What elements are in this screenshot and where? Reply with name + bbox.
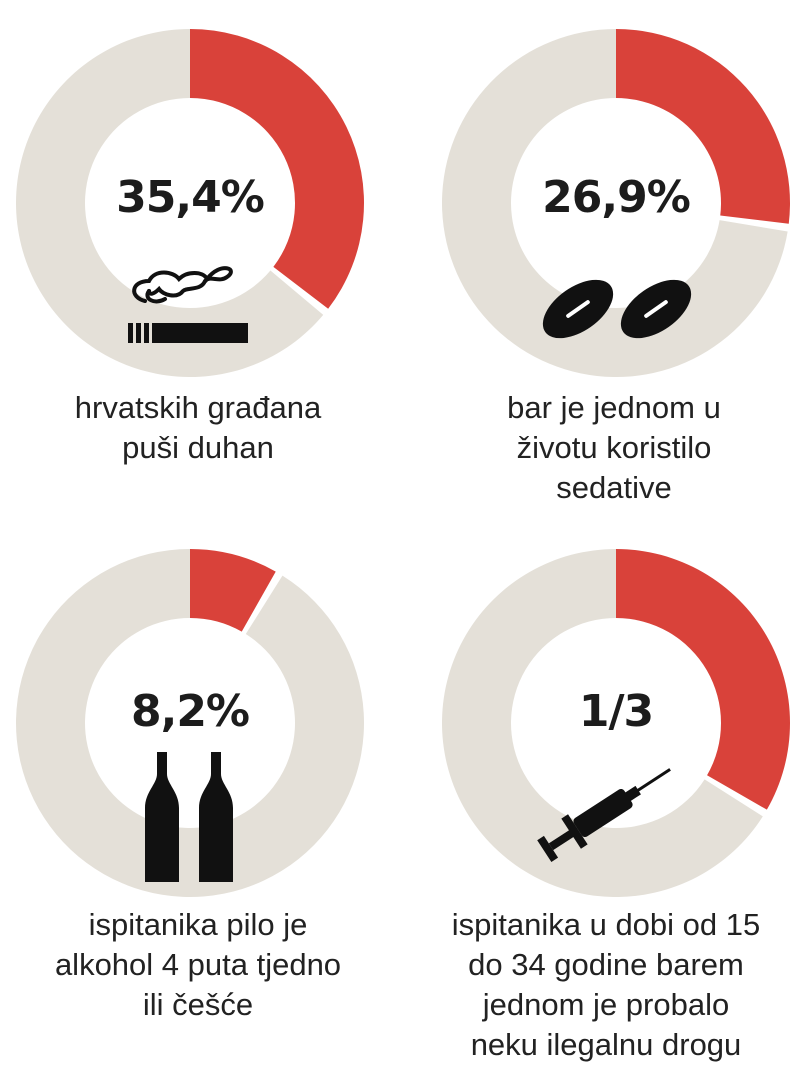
donut-highlight-segment — [190, 549, 276, 632]
value-label: 26,9% — [542, 172, 691, 223]
donut-chart-drugs — [442, 549, 790, 897]
donut-remainder-segment — [15, 549, 365, 897]
donut-highlight-segment — [616, 29, 790, 224]
donut-remainder-segment — [442, 549, 763, 897]
donut-chart-smoking — [16, 29, 364, 378]
value-label: 8,2% — [130, 686, 250, 737]
caption: hrvatskih građana puši duhan — [0, 388, 396, 468]
donut-panel-smoking: 35,4% hrvatskih građana puši duhan — [0, 0, 396, 540]
donut-remainder-segment — [442, 29, 788, 377]
beer-bottles-icon — [145, 752, 233, 882]
cigarette-icon — [128, 266, 248, 343]
value-label: 1/3 — [578, 686, 654, 737]
caption-line: neku ilegalnu drogu — [470, 1027, 742, 1062]
caption-line: sedative — [556, 470, 672, 505]
donut-panel-alcohol: 8,2% ispitanika pilo je alkohol 4 puta t… — [0, 540, 396, 1080]
caption-line: ili češće — [142, 987, 254, 1022]
caption-line: do 34 godine barem — [468, 947, 744, 982]
donut-chart-sedatives — [442, 29, 790, 377]
donut-remainder-segment — [16, 29, 324, 378]
caption-line: jednom je probalo — [482, 987, 730, 1022]
donut-highlight-segment — [616, 549, 790, 810]
caption-line: ispitanika u dobi od 15 — [451, 907, 761, 942]
caption: ispitanika pilo je alkohol 4 puta tjedno… — [0, 905, 396, 1025]
syringe-icon — [537, 768, 671, 863]
donut-panel-sedatives: 26,9% bar je jednom u životu koristilo s… — [396, 0, 792, 540]
caption-line: hrvatskih građana — [74, 390, 322, 425]
donut-highlight-segment — [190, 29, 364, 309]
caption-line: puši duhan — [122, 430, 274, 465]
caption: bar je jednom u životu koristilo sedativ… — [416, 388, 792, 508]
value-label: 35,4% — [116, 172, 265, 223]
caption-line: ispitanika pilo je — [88, 907, 308, 942]
caption: ispitanika u dobi od 15 do 34 godine bar… — [408, 905, 792, 1065]
donut-chart-alcohol — [15, 549, 365, 897]
caption-line: alkohol 4 puta tjedno — [54, 947, 342, 982]
caption-line: bar je jednom u — [507, 390, 721, 425]
donut-panel-drugs: 1/3 ispitanika u dobi od 15 do 34 godine… — [396, 540, 792, 1080]
pills-icon — [542, 279, 692, 339]
caption-line: životu koristilo — [516, 430, 712, 465]
